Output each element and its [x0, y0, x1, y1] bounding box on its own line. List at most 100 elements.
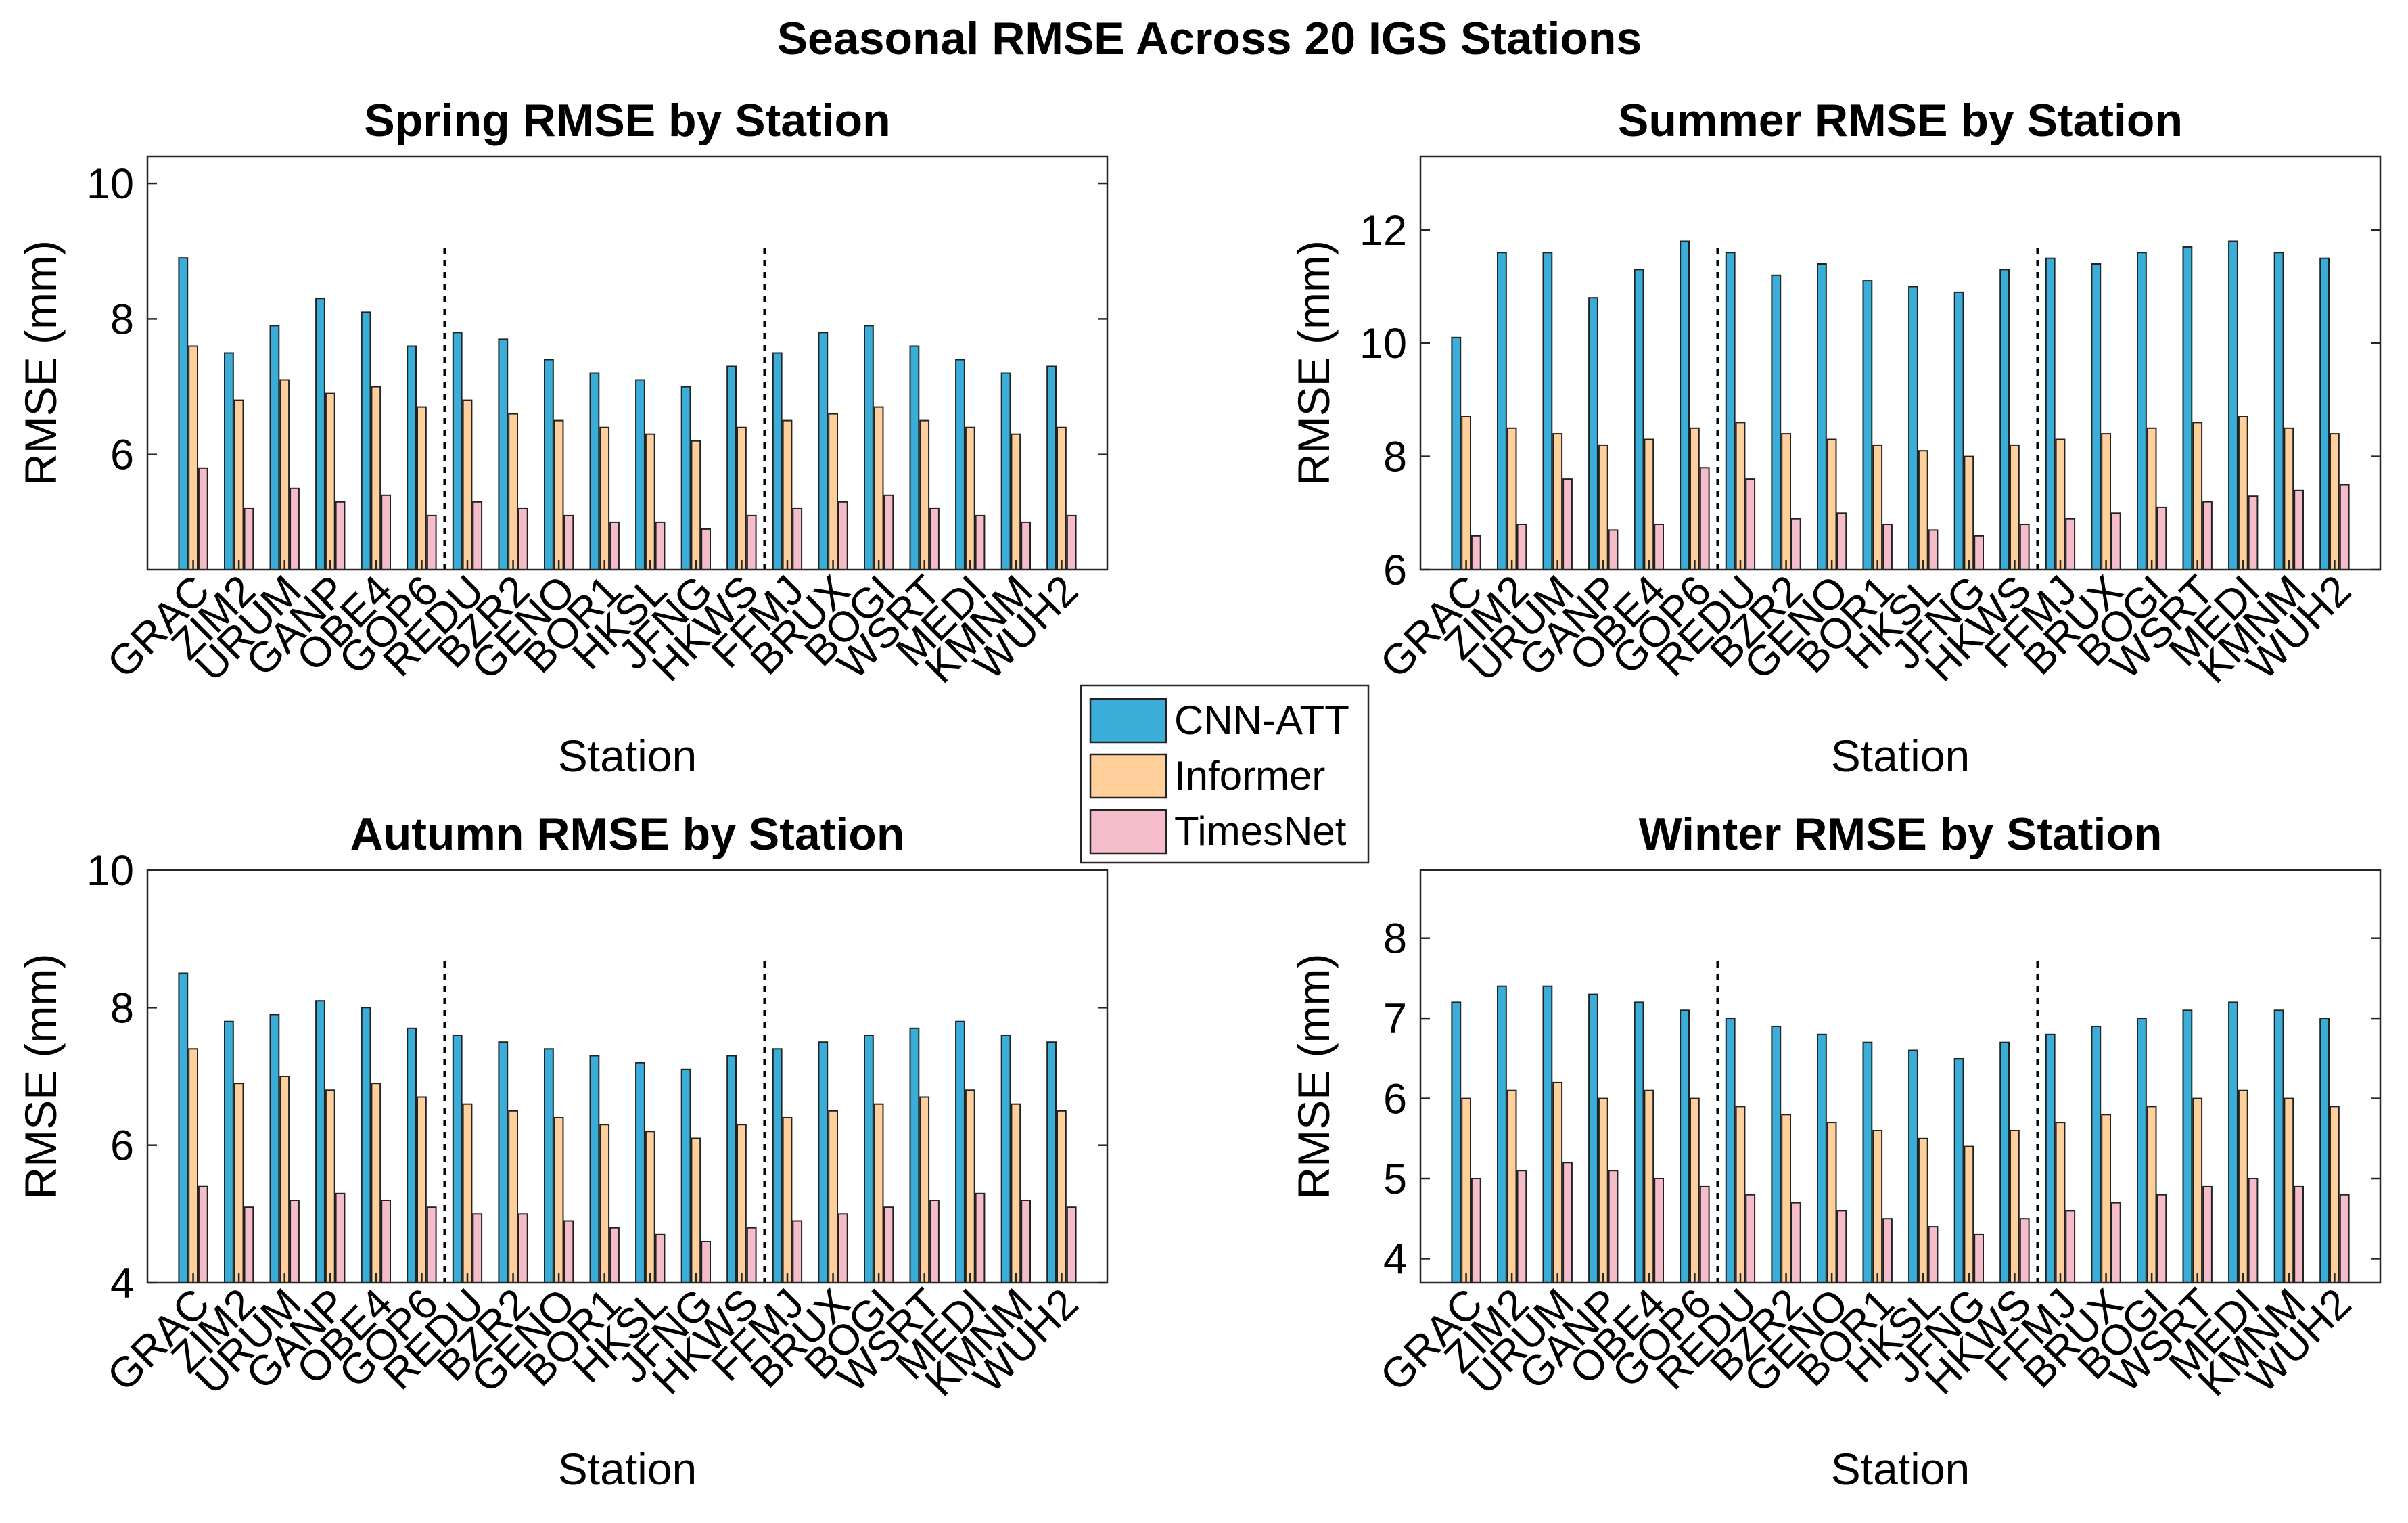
bar-cnn-att-bogi: [2137, 1018, 2147, 1283]
bar-informer-urum: [279, 379, 290, 570]
bar-informer-jfng: [691, 440, 701, 571]
bar-informer-wuh2: [2330, 433, 2340, 570]
bar-timesnet-wsrt: [2202, 501, 2213, 570]
bar-informer-grac: [188, 345, 199, 570]
bar-timesnet-medi: [2248, 1178, 2259, 1283]
bar-informer-jfng: [691, 1137, 701, 1283]
bar-timesnet-redu: [1745, 1194, 1756, 1283]
bar-informer-medi: [965, 1089, 975, 1284]
bar-timesnet-wuh2: [2339, 1194, 2350, 1283]
y-tick-label: 8: [1383, 434, 1407, 481]
bar-timesnet-bzr2: [1790, 518, 1801, 571]
bar-cnn-att-ganp: [315, 298, 325, 570]
bar-informer-urum: [1552, 1081, 1563, 1284]
bar-informer-brux: [828, 413, 838, 570]
bar-cnn-att-ganp: [1588, 297, 1598, 570]
bar-informer-hkws: [2010, 1130, 2020, 1283]
bar-cnn-att-gop6: [1680, 1009, 1690, 1284]
bar-timesnet-kmnm: [2294, 489, 2304, 570]
subplot-title: Winter RMSE by Station: [1639, 809, 2162, 860]
bar-informer-geno: [1826, 1122, 1837, 1283]
bar-cnn-att-wsrt: [909, 345, 920, 570]
bar-informer-bogi: [873, 406, 884, 570]
bar-cnn-att-medi: [955, 1020, 965, 1283]
bar-cnn-att-bor1: [1862, 1041, 1873, 1283]
bar-informer-brux: [2101, 433, 2111, 570]
bar-timesnet-bzr2: [517, 507, 528, 571]
x-axis-label: Station: [558, 1444, 697, 1494]
bar-cnn-att-hkws: [1999, 1041, 2010, 1283]
y-tick-label: 12: [1360, 207, 1407, 254]
legend-swatch-informer: [1089, 753, 1167, 799]
bar-cnn-att-bogi: [864, 325, 874, 570]
bar-timesnet-hksl: [1928, 529, 1939, 571]
bar-cnn-att-kmnm: [2273, 1009, 2284, 1284]
figure-title: Seasonal RMSE Across 20 IGS Stations: [777, 13, 1642, 64]
bar-timesnet-hkws: [2019, 524, 2030, 570]
bar-timesnet-hkws: [746, 1227, 757, 1283]
bar-informer-gop6: [1690, 427, 1700, 570]
bar-timesnet-zim2: [244, 507, 254, 571]
bar-informer-kmnm: [1011, 1103, 1021, 1283]
bar-informer-geno: [553, 1117, 564, 1283]
bar-informer-bzr2: [1781, 1114, 1791, 1284]
bar-informer-bogi: [2146, 1106, 2157, 1284]
bar-informer-obe4: [1644, 1089, 1654, 1283]
bar-timesnet-geno: [563, 1220, 574, 1283]
bar-informer-bor1: [1872, 444, 1883, 571]
bar-cnn-att-redu: [1725, 1018, 1736, 1283]
y-tick-label: 6: [1383, 1076, 1407, 1123]
bar-cnn-att-hksl: [1908, 286, 1918, 570]
bar-cnn-att-geno: [544, 359, 554, 570]
bar-cnn-att-bogi: [2137, 252, 2147, 570]
subplot-4: 45678GRACZIM2URUMGANPOBE4GOP6REDUBZR2GEN…: [1289, 809, 2382, 1494]
bar-cnn-att-bzr2: [498, 338, 509, 570]
bar-timesnet-medi: [975, 514, 986, 571]
bar-timesnet-ganp: [335, 1192, 346, 1284]
bar-cnn-att-urum: [1542, 252, 1553, 570]
bar-timesnet-wsrt: [929, 507, 940, 571]
bar-informer-bogi: [873, 1103, 884, 1283]
bar-timesnet-bzr2: [517, 1213, 528, 1284]
bar-informer-ffmj: [2055, 1122, 2066, 1283]
bar-informer-obe4: [371, 1083, 381, 1283]
bar-informer-jfng: [1964, 455, 1974, 570]
legend-swatch-timesnet: [1089, 809, 1167, 855]
bar-cnn-att-bzr2: [1771, 274, 1782, 570]
bar-informer-wsrt: [919, 1096, 930, 1283]
bar-timesnet-wsrt: [2202, 1185, 2213, 1284]
bar-cnn-att-wuh2: [2319, 257, 2330, 570]
bar-timesnet-obe4: [1654, 524, 1664, 570]
bar-timesnet-kmnm: [2294, 1185, 2304, 1284]
bar-timesnet-kmnm: [1021, 1200, 1031, 1283]
bar-timesnet-medi: [975, 1192, 986, 1284]
bar-cnn-att-obe4: [361, 1007, 371, 1284]
bar-cnn-att-gop6: [1680, 240, 1690, 570]
bar-cnn-att-ganp: [1588, 993, 1598, 1283]
bar-timesnet-gop6: [1699, 467, 1710, 570]
bar-cnn-att-hksl: [635, 1062, 645, 1283]
subplot-1: 6810GRACZIM2URUMGANPOBE4GOP6REDUBZR2GENO…: [16, 95, 1109, 781]
bar-informer-urum: [1552, 433, 1563, 570]
y-axis-label: RMSE (mm): [16, 240, 66, 486]
bar-cnn-att-kmnm: [2273, 252, 2284, 570]
bar-informer-bor1: [599, 426, 610, 571]
bar-cnn-att-zim2: [224, 352, 234, 570]
bar-informer-gop6: [417, 1096, 427, 1283]
bar-cnn-att-kmnm: [1000, 1035, 1011, 1283]
bar-cnn-att-geno: [1817, 1033, 1827, 1284]
bar-timesnet-medi: [2248, 495, 2259, 571]
bar-timesnet-brux: [2110, 512, 2121, 570]
bar-timesnet-hksl: [1928, 1226, 1939, 1283]
bar-timesnet-kmnm: [1021, 521, 1031, 571]
bar-informer-ganp: [1598, 1097, 1608, 1283]
bar-informer-zim2: [233, 399, 244, 570]
bar-informer-wsrt: [2192, 1097, 2203, 1283]
bar-timesnet-geno: [563, 514, 574, 571]
bar-informer-obe4: [1644, 438, 1654, 570]
bar-timesnet-ffmj: [2065, 1210, 2076, 1284]
bar-timesnet-ffmj: [2065, 518, 2076, 571]
bar-cnn-att-medi: [2228, 1001, 2238, 1284]
bar-timesnet-brux: [837, 501, 848, 570]
